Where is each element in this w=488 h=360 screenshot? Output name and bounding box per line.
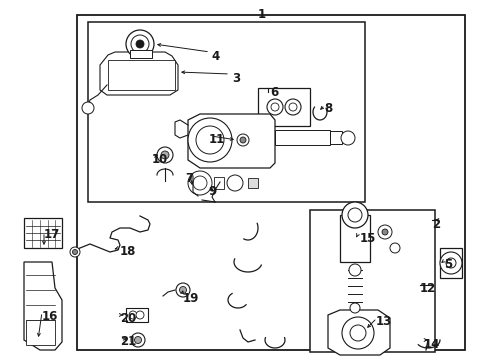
Text: 11: 11 bbox=[208, 133, 225, 146]
Circle shape bbox=[131, 35, 149, 53]
Text: 20: 20 bbox=[120, 312, 136, 325]
Circle shape bbox=[240, 137, 245, 143]
Circle shape bbox=[439, 252, 461, 274]
Circle shape bbox=[381, 229, 387, 235]
Circle shape bbox=[237, 134, 248, 146]
Circle shape bbox=[187, 171, 212, 195]
Text: 1: 1 bbox=[257, 8, 265, 21]
Circle shape bbox=[136, 40, 143, 48]
Text: 12: 12 bbox=[419, 282, 435, 295]
Polygon shape bbox=[24, 262, 62, 350]
Circle shape bbox=[347, 208, 361, 222]
Circle shape bbox=[82, 102, 94, 114]
Text: 7: 7 bbox=[184, 172, 193, 185]
Bar bbox=[24, 218, 62, 248]
Circle shape bbox=[341, 317, 373, 349]
Polygon shape bbox=[327, 310, 389, 355]
Text: 19: 19 bbox=[183, 292, 199, 305]
Circle shape bbox=[126, 30, 154, 58]
Circle shape bbox=[348, 264, 360, 276]
Bar bbox=[309, 210, 434, 352]
Text: 14: 14 bbox=[423, 338, 440, 351]
Circle shape bbox=[157, 147, 173, 163]
Circle shape bbox=[270, 103, 279, 111]
Text: 2: 2 bbox=[431, 218, 439, 231]
Circle shape bbox=[266, 99, 283, 115]
Polygon shape bbox=[187, 114, 274, 168]
Text: 9: 9 bbox=[207, 185, 216, 198]
Bar bbox=[108, 60, 175, 90]
Circle shape bbox=[389, 243, 399, 253]
Bar bbox=[77, 15, 464, 350]
Text: 16: 16 bbox=[42, 310, 58, 323]
Bar bbox=[339, 215, 369, 262]
Bar bbox=[329, 131, 341, 144]
Text: 3: 3 bbox=[231, 72, 240, 85]
Polygon shape bbox=[100, 52, 178, 95]
Circle shape bbox=[377, 225, 391, 239]
Text: 6: 6 bbox=[269, 86, 278, 99]
Circle shape bbox=[349, 303, 359, 313]
Circle shape bbox=[129, 311, 137, 319]
Bar bbox=[247, 178, 258, 188]
Text: 5: 5 bbox=[443, 258, 451, 271]
Text: 4: 4 bbox=[210, 50, 219, 63]
Circle shape bbox=[445, 258, 455, 268]
Bar bbox=[26, 320, 55, 345]
Text: 10: 10 bbox=[152, 153, 168, 166]
Text: 17: 17 bbox=[44, 228, 60, 241]
Circle shape bbox=[196, 126, 224, 154]
Text: 13: 13 bbox=[375, 315, 391, 328]
Circle shape bbox=[341, 202, 367, 228]
Circle shape bbox=[70, 247, 80, 257]
Bar bbox=[274, 130, 329, 145]
Text: 18: 18 bbox=[120, 245, 136, 258]
Circle shape bbox=[340, 131, 354, 145]
Text: 8: 8 bbox=[324, 102, 331, 115]
Bar bbox=[214, 177, 224, 189]
Circle shape bbox=[131, 333, 145, 347]
Circle shape bbox=[193, 176, 206, 190]
Circle shape bbox=[349, 325, 365, 341]
Circle shape bbox=[136, 311, 143, 319]
Circle shape bbox=[134, 337, 141, 343]
Circle shape bbox=[179, 287, 186, 293]
Circle shape bbox=[72, 249, 77, 255]
Circle shape bbox=[161, 151, 169, 159]
Text: 15: 15 bbox=[359, 232, 376, 245]
Bar bbox=[258, 88, 309, 126]
Bar bbox=[130, 50, 152, 58]
Bar bbox=[439, 248, 461, 278]
Bar bbox=[126, 308, 148, 322]
Text: 21: 21 bbox=[120, 335, 136, 348]
Circle shape bbox=[176, 283, 190, 297]
Circle shape bbox=[226, 175, 243, 191]
Circle shape bbox=[187, 118, 231, 162]
Circle shape bbox=[285, 99, 301, 115]
Bar bbox=[88, 22, 364, 202]
Circle shape bbox=[288, 103, 296, 111]
